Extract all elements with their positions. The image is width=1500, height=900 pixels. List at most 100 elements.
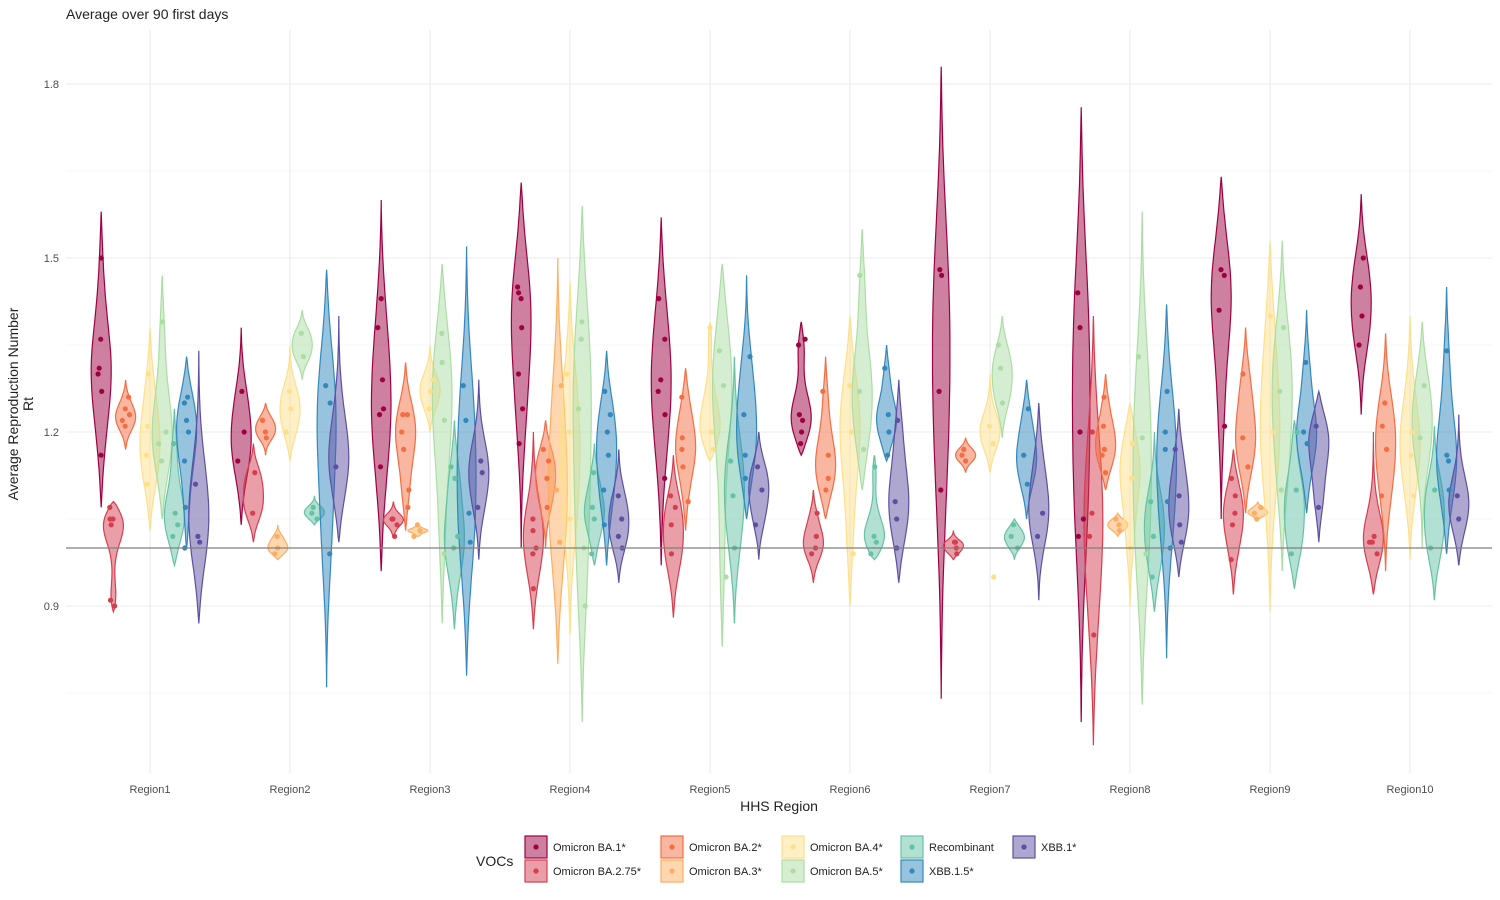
legend-key-point [909, 844, 915, 850]
data-point [1456, 516, 1462, 522]
violin [188, 350, 210, 624]
violin [1132, 211, 1153, 705]
data-point [252, 470, 258, 476]
legend-label: Omicron BA.4* [810, 842, 883, 854]
data-point [602, 388, 608, 394]
legend-item: Recombinant [900, 835, 994, 859]
data-point [475, 504, 481, 510]
violin [942, 530, 965, 561]
data-point [378, 296, 384, 302]
data-point [961, 446, 967, 452]
x-tick-label: Region8 [1110, 784, 1151, 796]
data-point [1139, 435, 1145, 441]
data-point [516, 290, 522, 296]
data-point [404, 412, 410, 418]
data-point [95, 371, 101, 377]
legend-label: Omicron BA.1* [553, 842, 626, 854]
data-point [122, 423, 128, 429]
data-point [936, 388, 942, 394]
data-point [679, 446, 685, 452]
x-tick-label: Region10 [1386, 784, 1433, 796]
data-point [1432, 487, 1438, 493]
data-point [728, 458, 734, 464]
violin [723, 356, 746, 624]
data-point [1313, 423, 1319, 429]
violin [267, 524, 289, 561]
data-point [143, 452, 150, 458]
x-tick-label: Region7 [970, 784, 1011, 796]
data-point [1294, 429, 1300, 435]
data-point [1371, 533, 1377, 540]
x-tick-label: Region6 [830, 784, 871, 796]
data-point [394, 522, 400, 528]
data-point [656, 296, 662, 302]
legend-item: XBB.1* [1012, 835, 1077, 859]
data-point [995, 342, 1002, 348]
data-point [144, 423, 151, 429]
violin [1423, 426, 1445, 601]
data-point [309, 510, 315, 516]
data-point [441, 551, 447, 557]
data-point [1258, 504, 1264, 510]
data-point [314, 516, 320, 522]
data-point [604, 429, 610, 435]
data-point [823, 487, 829, 493]
legend: VOCs Omicron BA.1* Omicron BA.2.75* Omicron… [476, 835, 1077, 883]
data-point [430, 377, 436, 383]
data-point [1077, 429, 1083, 435]
data-point [392, 533, 398, 540]
data-point [310, 504, 316, 510]
legend-title: VOCs [476, 853, 513, 869]
data-point [1150, 533, 1157, 540]
data-point [107, 597, 114, 603]
data-point [796, 412, 803, 418]
data-point [1178, 539, 1184, 545]
legend-item: Omicron BA.5* [781, 859, 883, 883]
legend-key-point [1021, 844, 1027, 850]
violin [736, 275, 758, 520]
data-point [708, 429, 714, 435]
data-point [1359, 313, 1365, 319]
data-point [298, 330, 304, 336]
data-point [544, 504, 550, 510]
data-point [1148, 499, 1154, 505]
y-axis-title: Average Reproduction NumberRt [5, 307, 36, 500]
data-point [235, 458, 241, 464]
data-point [685, 499, 691, 505]
data-point [544, 475, 550, 481]
data-point [1040, 510, 1046, 516]
data-point [1035, 533, 1041, 540]
data-point [959, 452, 965, 458]
data-point [798, 441, 804, 447]
data-point [861, 446, 867, 452]
data-point [668, 522, 674, 528]
violin [1210, 176, 1232, 520]
data-point [1232, 510, 1238, 516]
data-point [814, 510, 820, 516]
data-point [171, 441, 177, 447]
data-point [107, 504, 113, 510]
legend-item: Omicron BA.4* [781, 835, 883, 859]
violin [1411, 321, 1433, 549]
data-point [98, 255, 104, 261]
data-point [515, 371, 522, 377]
data-point [796, 342, 802, 348]
legend-key-point [533, 868, 539, 874]
data-point [327, 400, 333, 406]
violin [1095, 373, 1117, 491]
data-point [1251, 510, 1257, 516]
data-point [283, 429, 289, 435]
data-point [1218, 267, 1224, 273]
legend-key-point [533, 844, 539, 850]
legend-key-point [790, 844, 796, 850]
x-tick-label: Region5 [690, 784, 731, 796]
data-point [144, 481, 150, 487]
legend-label: XBB.1* [1041, 842, 1077, 854]
data-point [1080, 516, 1086, 522]
data-point [260, 417, 266, 423]
data-point [401, 446, 407, 452]
violin [888, 379, 910, 583]
violin [1308, 389, 1330, 543]
